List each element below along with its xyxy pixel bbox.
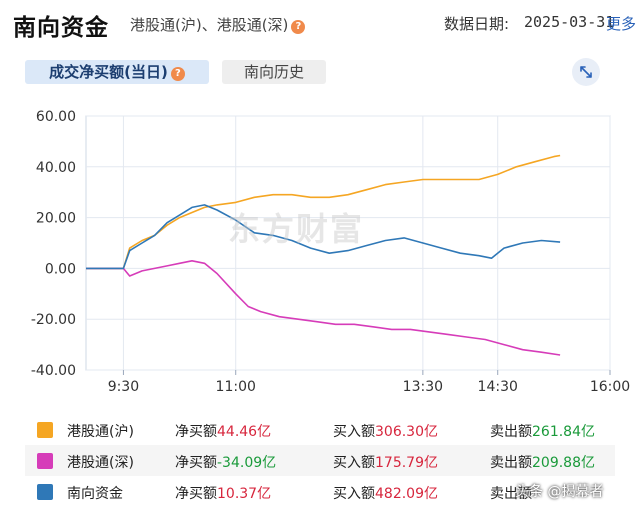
y-tick-label: 40.00 [36,160,76,176]
buy-label: 买入额 [333,486,375,502]
header: 南向资金 港股通(沪)、港股通(深)? 数据日期: 2025-03-31 更多 [0,0,640,48]
y-tick-label: 20.00 [36,211,76,227]
legend-name: 港股通(深) [67,455,134,471]
net-label: 净买额 [175,486,217,502]
legend-swatch-south [37,484,53,500]
sell-value: 209.88亿 [532,455,595,471]
legend-table: 港股通(沪) 净买额44.46亿 买入额306.30亿 卖出额261.84亿 港… [25,414,615,507]
net-value: 10.37亿 [217,486,272,502]
tab-southbound-history[interactable]: 南向历史 [222,60,326,84]
x-tick-label: 14:30 [478,379,518,395]
x-tick-label: 11:00 [216,379,256,395]
help-icon[interactable]: ? [291,20,306,34]
net-label: 净买额 [175,424,217,440]
y-tick-label: -20.00 [31,312,76,328]
date-value: 2025-03-31 [524,13,615,31]
sell-label: 卖出额 [490,424,532,440]
date-label: 数据日期: [444,15,510,33]
help-icon[interactable]: ? [170,67,185,81]
page-title: 南向资金 [13,15,109,41]
legend-buy: 买入额482.09亿 [333,483,438,503]
x-tick-label: 16:00 [590,379,630,395]
buy-value: 175.79亿 [375,455,438,471]
series-line-2 [86,260,561,356]
legend-sell: 卖出额261.84亿 [490,421,595,441]
y-tick-label: 60.00 [36,109,76,125]
line-chart: 60.00 40.00 20.00 0.00 -20.00 -40.00 9:30 11:00… [31,109,630,395]
legend-net: 净买额-34.09亿 [175,452,276,472]
buy-value: 482.09亿 [375,486,438,502]
net-label: 净买额 [175,455,217,471]
expand-arrows-icon [580,66,592,78]
buy-label: 买入额 [333,455,375,471]
expand-button[interactable] [572,58,600,86]
buy-label: 买入额 [333,424,375,440]
sell-value: 261.84亿 [532,424,595,440]
series-line-3 [86,204,561,270]
subtitle-text: 港股通(沪)、港股通(深) [130,16,289,34]
credit-watermark: 头条 @揭幕者 [515,484,604,500]
legend-sell: 卖出额209.88亿 [490,452,595,472]
sell-label: 卖出额 [490,455,532,471]
subtitle: 港股通(沪)、港股通(深)? [130,14,306,35]
tab-net-buy-today[interactable]: 成交净买额(当日)? [25,60,209,84]
sell-label: 卖出额 [490,486,532,502]
buy-value: 306.30亿 [375,424,438,440]
legend-buy: 买入额175.79亿 [333,452,438,472]
watermark: 东方财富 [228,210,365,248]
legend-row-south: 南向资金 净买额10.37亿 买入额482.09亿 卖出额 [25,476,615,507]
legend-buy: 买入额306.30亿 [333,421,438,441]
legend-swatch-sh [37,422,53,438]
legend-row-sz: 港股通(深) 净买额-34.09亿 买入额175.79亿 卖出额209.88亿 [25,445,615,476]
legend-sell: 卖出额 [490,483,532,503]
legend-swatch-sz [37,453,53,469]
legend-net: 净买额44.46亿 [175,421,271,441]
tab-net-buy-today-label: 成交净买额(当日) [49,63,168,81]
more-link[interactable]: 更多 [606,15,637,33]
y-tick-label: 0.00 [45,261,76,277]
legend-net: 净买额10.37亿 [175,483,271,503]
y-tick-label: -40.00 [31,363,76,379]
tab-southbound-history-label: 南向历史 [243,63,304,81]
net-value: 44.46亿 [217,424,272,440]
x-tick-label: 9:30 [108,379,139,395]
x-tick-label: 13:30 [403,379,443,395]
legend-name: 南向资金 [67,486,123,502]
legend-row-sh: 港股通(沪) 净买额44.46亿 买入额306.30亿 卖出额261.84亿 [25,414,615,445]
legend-name: 港股通(沪) [67,424,134,440]
net-value: -34.09亿 [217,455,277,471]
